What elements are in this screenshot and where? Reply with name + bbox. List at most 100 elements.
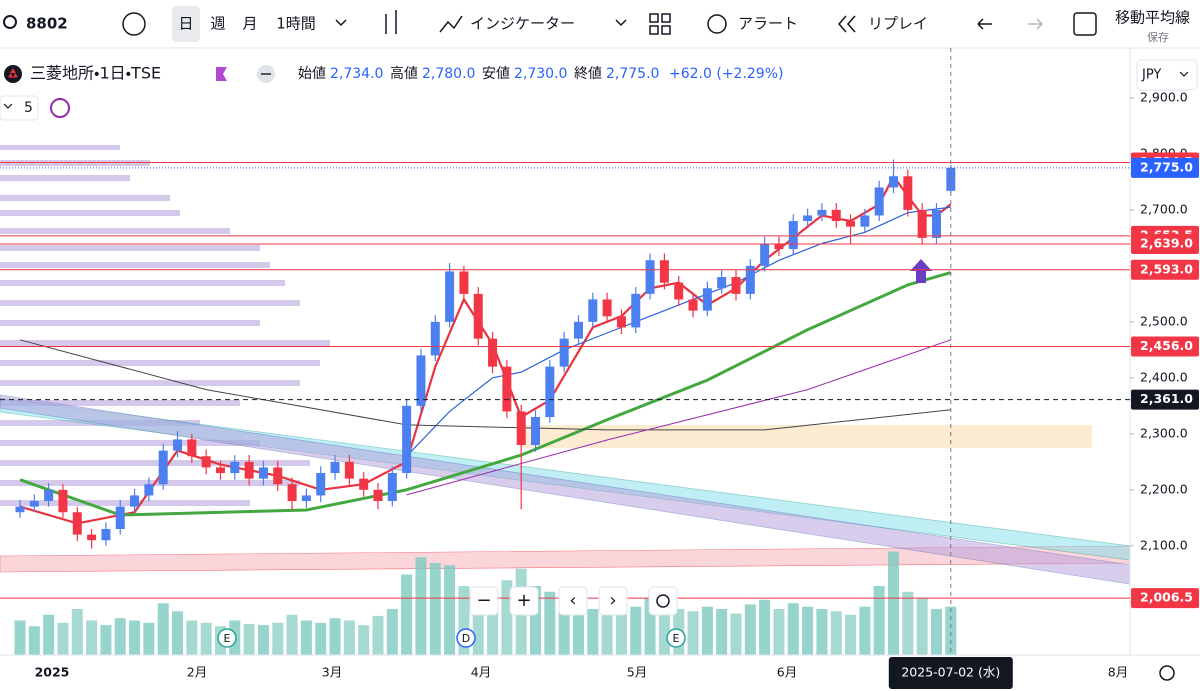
candle-body [545,366,555,418]
candle-body [774,243,784,250]
event-label: D [462,632,470,645]
indicators[interactable]: インジケーター [470,15,575,33]
volume-bar [243,623,255,655]
price-label: 2,593.0 [1140,261,1193,276]
candle-body [803,215,813,222]
undo[interactable] [977,18,992,30]
candle-body [573,321,583,339]
volume-bar [572,603,584,655]
volume-bar [730,613,742,655]
candle-body [831,209,841,222]
dropdown[interactable] [615,19,627,27]
candle-body [688,299,698,311]
volume-bar [86,620,98,655]
ohlc-label: 安値 [482,66,510,82]
candle-body [258,467,268,479]
control-label: ‹ [569,590,576,611]
candle-body [230,461,240,474]
event-marker[interactable] [456,628,476,648]
candle-body [187,439,197,457]
alert[interactable]: アラート [738,15,798,33]
event-marker[interactable] [666,628,686,648]
interval[interactable]: 月 [242,15,257,33]
volume-bar [114,618,126,655]
control-button[interactable] [598,586,628,616]
x-tick-label: 5月 [627,665,647,680]
search-icon[interactable] [3,15,17,29]
ma-toggle[interactable] [0,95,39,121]
volume-bar [530,586,542,655]
x-tick-label: 2月 [187,665,207,680]
layout-icon[interactable] [649,13,671,35]
price-label: 2,361.0 [1140,391,1193,406]
candle-body [158,450,168,485]
candle-body [645,260,655,294]
layout-title[interactable]: 移動平均線 [1115,9,1190,27]
replay[interactable]: リプレイ [868,15,928,33]
x-tick-label: 6月 [777,665,797,680]
dropdown[interactable] [335,19,347,27]
ma-count: 5 [24,100,33,116]
x-tick-label: 3月 [322,665,342,680]
currency-button[interactable] [1136,59,1198,91]
flag[interactable] [216,67,227,81]
redo[interactable] [1028,18,1043,30]
currency[interactable]: JPY [1141,68,1161,83]
settings[interactable] [1159,665,1175,681]
replay-icon[interactable] [838,15,856,33]
candle-body [731,277,741,294]
ohlc-value: 2,730.0 [514,66,567,82]
save[interactable]: 保存 [1147,30,1169,44]
control-button[interactable] [648,586,678,616]
candle-body [531,417,541,446]
zone-box [520,425,1092,448]
event-marker[interactable] [217,628,237,648]
price-label-box [1131,259,1199,280]
price-label-box [1131,588,1199,609]
alert-icon[interactable] [707,14,727,34]
x-tick-label: 2025 [35,665,70,680]
add-symbol[interactable] [122,12,146,36]
interval[interactable]: 日 [178,15,193,33]
symbol[interactable]: 8802 [26,15,68,33]
candle-body [846,221,856,227]
ohlc-label: 始値 [298,66,326,82]
price-label-box [1131,389,1199,410]
candle-body [173,439,183,451]
volume-bar [143,622,155,655]
control-button[interactable] [558,586,588,616]
candle-body [702,288,712,311]
volume-bar [444,565,456,655]
candle-body [659,260,669,283]
price-label: 2,775.0 [1140,159,1193,174]
ohlc: 始値 2,734.0 高値 2,780.0 安値 2,730.0 終値 2,775.0 +62.… [298,65,783,82]
chart-type-icon[interactable] [385,10,397,34]
interval[interactable]: 1時間 [276,15,316,33]
refresh-icon[interactable] [50,98,70,118]
volume-bar [472,597,484,655]
moving-average [406,206,951,457]
ohlc-label: 終値 [574,66,602,82]
y-tick-label: 2,200.0 [1140,481,1188,496]
candle-body [717,277,727,289]
volume-bar [845,614,857,655]
control-button[interactable] [509,586,539,616]
x-tick-label: 4月 [471,665,491,680]
y-tick-label: 2,500.0 [1140,313,1188,328]
interval[interactable]: 週 [210,15,225,33]
price-label: 2,006.5 [1140,590,1193,605]
fullscreen[interactable] [1073,12,1097,36]
crosshair-date-box [888,657,1013,689]
candle-body [817,209,827,216]
volume-bar [501,580,513,655]
control-button[interactable] [469,586,499,616]
candle-body [459,271,469,294]
indicator-icon[interactable] [439,15,463,33]
candle-body [115,506,125,530]
candle-body [931,209,941,238]
candle-body [144,484,154,496]
volume-bar [816,609,828,655]
y-tick-label: 2,100.0 [1140,537,1188,552]
volume-bar [759,599,771,655]
